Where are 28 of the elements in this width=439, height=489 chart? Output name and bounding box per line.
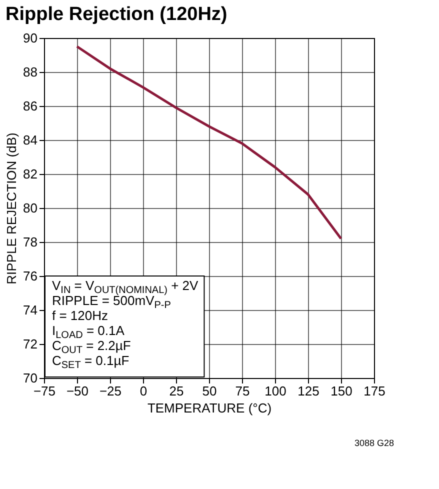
x-tick-label: 175 xyxy=(364,384,386,398)
y-tick-label: 76 xyxy=(23,268,38,284)
y-tick-label: 78 xyxy=(23,234,38,250)
y-tick-label: 70 xyxy=(23,370,38,386)
x-tick-label: −25 xyxy=(99,384,122,398)
y-tick-label: 88 xyxy=(23,64,38,80)
x-tick-label: 0 xyxy=(140,384,148,398)
y-tick-label: 82 xyxy=(23,166,38,182)
x-tick-label: −75 xyxy=(33,384,56,398)
y-axis-title: RIPPLE REJECTION (dB) xyxy=(4,132,20,284)
y-tick-label: 84 xyxy=(23,132,38,148)
x-axis-title: TEMPERATURE (°C) xyxy=(147,400,272,416)
y-tick-label: 90 xyxy=(23,30,38,46)
x-tick-label: 75 xyxy=(235,384,250,398)
x-tick-label: −50 xyxy=(66,384,89,398)
line-series xyxy=(76,45,342,240)
text: 3088 G28 xyxy=(354,438,394,448)
x-tick-label: 125 xyxy=(298,384,320,398)
chart-title: Ripple Rejection (120Hz) xyxy=(6,4,228,25)
x-tick-label: 25 xyxy=(169,384,184,398)
x-tick-label: 100 xyxy=(264,384,286,398)
x-tick-label: 150 xyxy=(330,384,352,398)
annotation: f = 120Hz xyxy=(52,308,108,323)
x-tick-label: 50 xyxy=(202,384,217,398)
y-tick-label: 72 xyxy=(23,336,38,352)
y-tick-label: 86 xyxy=(23,98,38,114)
y-tick-label: 80 xyxy=(23,200,38,216)
y-tick-label: 74 xyxy=(23,302,38,318)
